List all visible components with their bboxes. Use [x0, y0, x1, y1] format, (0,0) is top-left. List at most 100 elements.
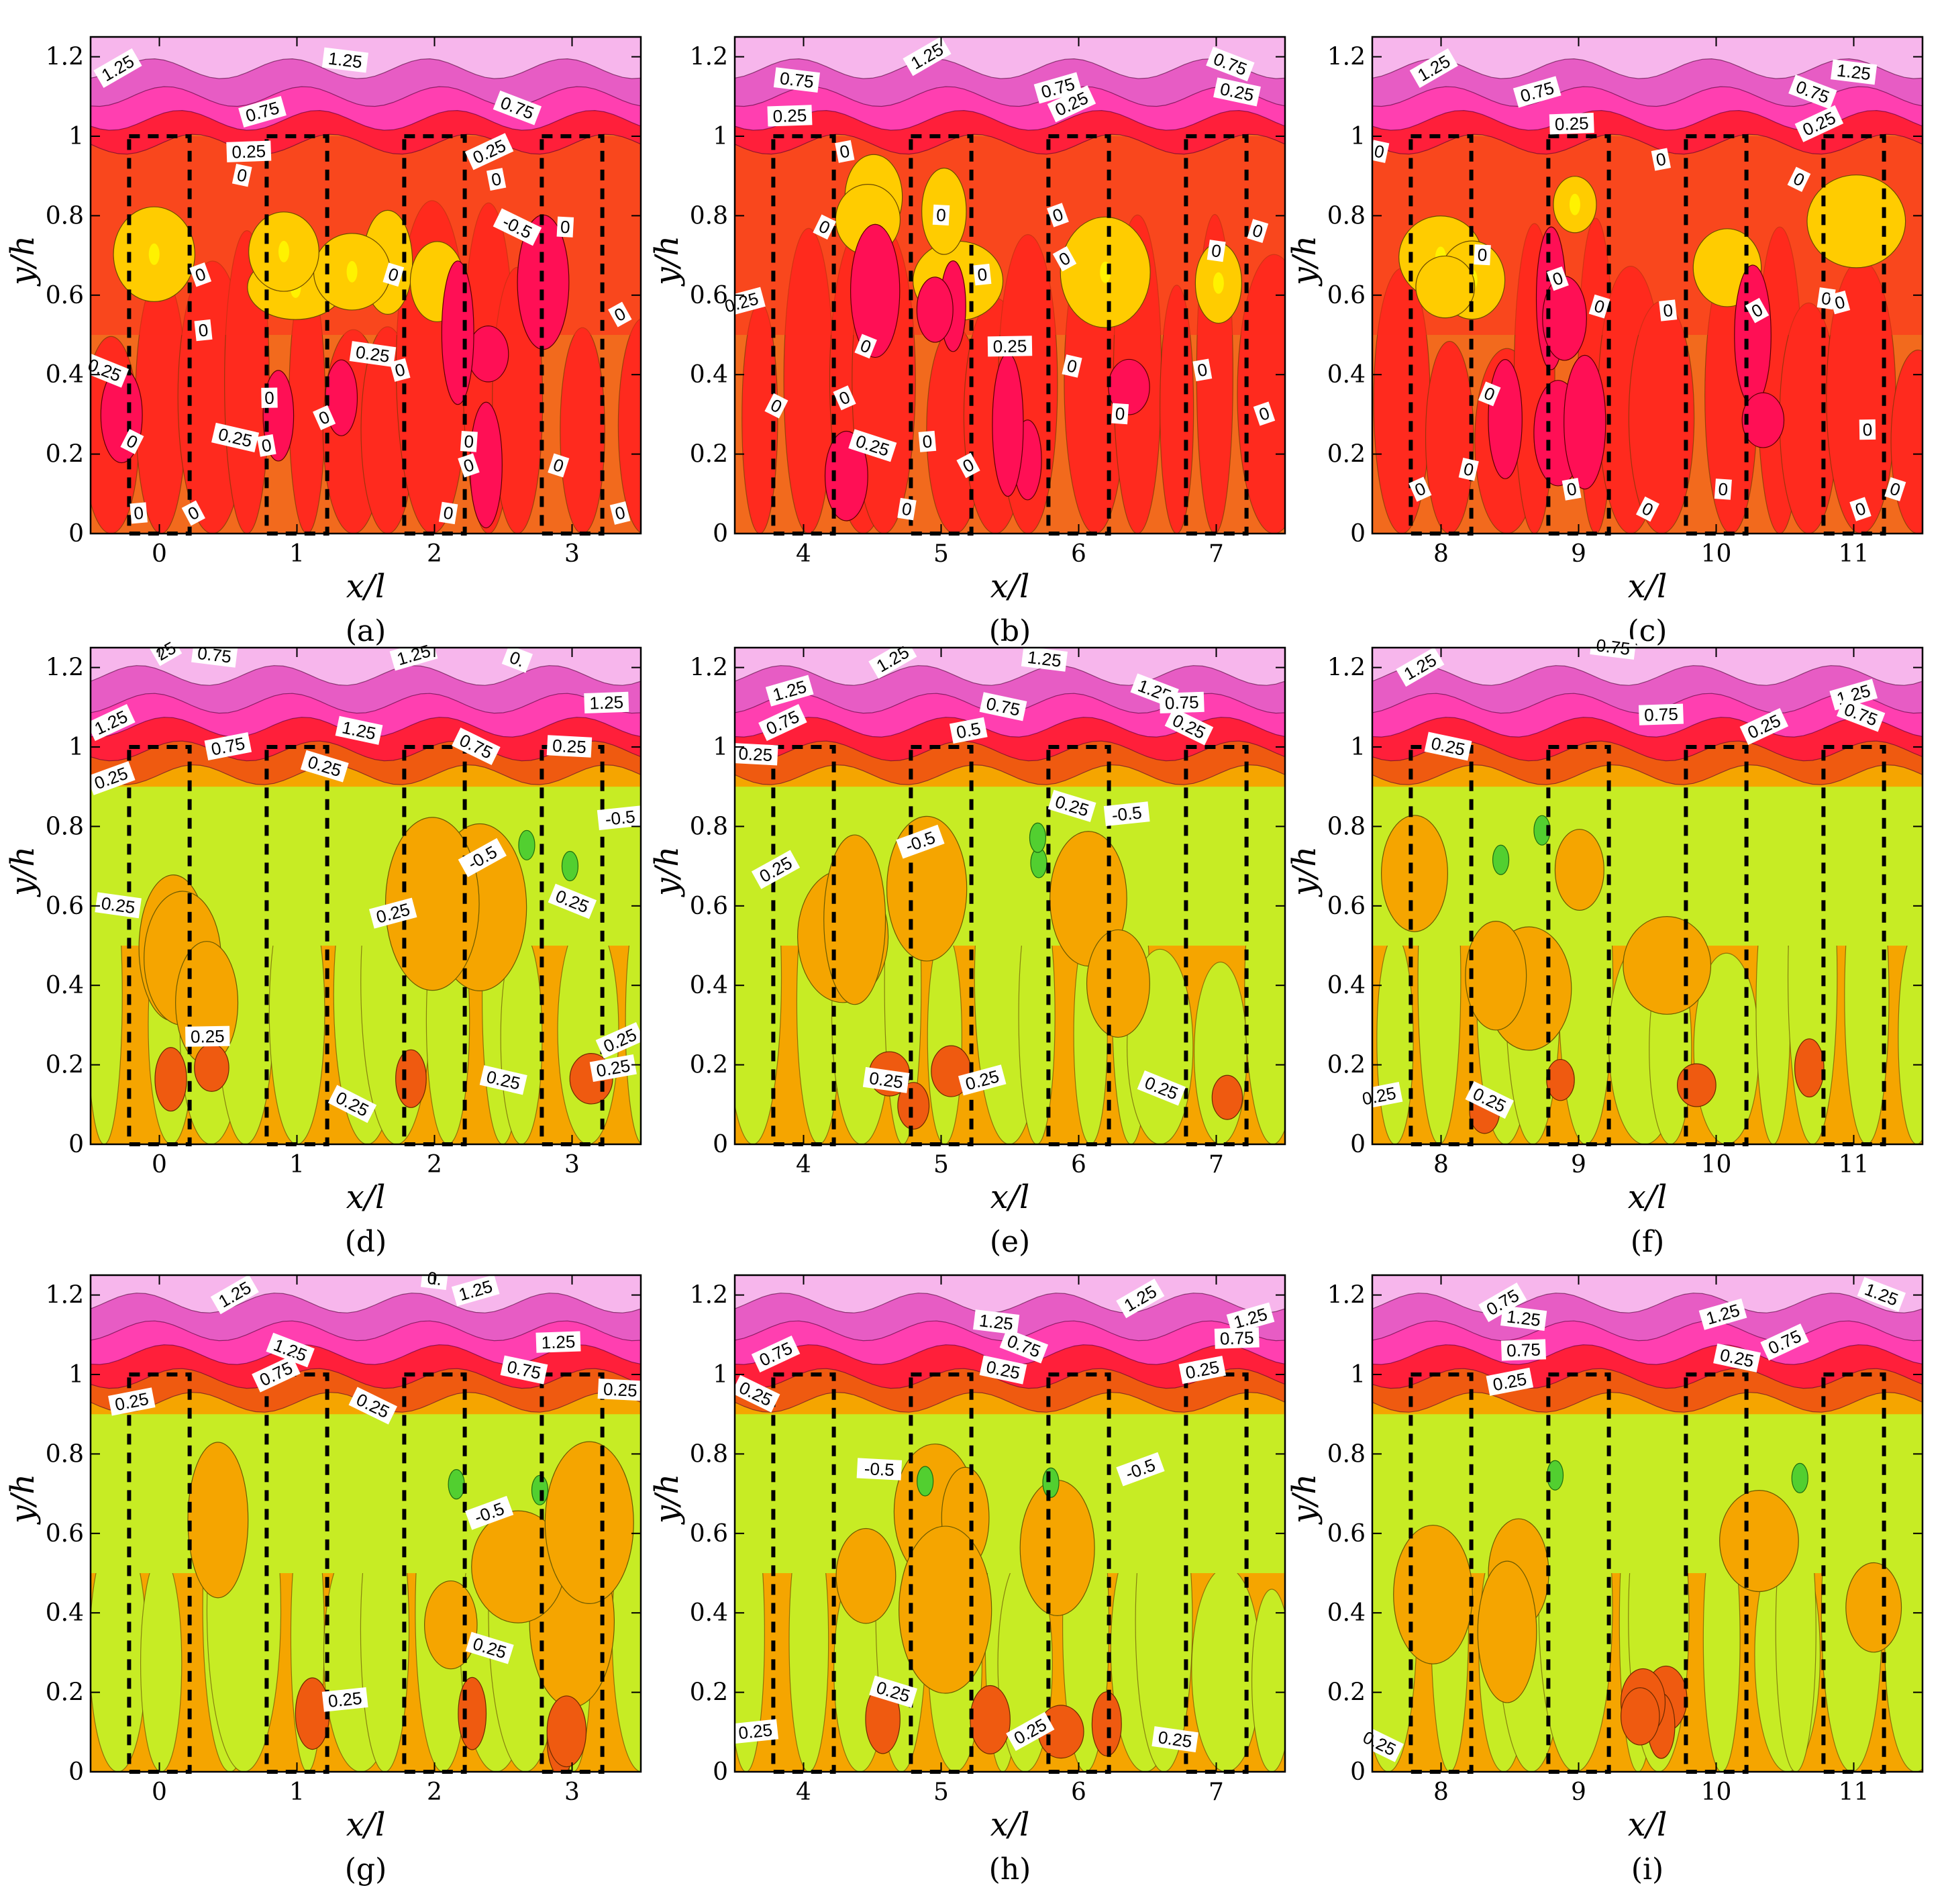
- contour-label-bg: [1247, 219, 1269, 243]
- cube-outline: [909, 134, 974, 536]
- x-tick-label: 7: [1209, 540, 1224, 568]
- panel-caption: (a): [346, 614, 387, 648]
- contour-lowspot: [561, 850, 579, 882]
- contour-label-bg: [1424, 732, 1472, 761]
- contour-label-bg: [368, 897, 417, 929]
- contour-peak: [1213, 272, 1224, 294]
- contour-label-bg: [465, 1632, 514, 1664]
- contour-label-bg: [1513, 76, 1561, 108]
- y-tick-label: 0.2: [1327, 1679, 1366, 1707]
- contour-label-bg: [1478, 1283, 1527, 1323]
- contour-label-bg: [458, 838, 507, 878]
- contour-label: 0: [1062, 354, 1082, 378]
- contour-label: 0: [1561, 478, 1582, 501]
- contour-streak: [557, 915, 619, 1144]
- y-tick-label: 0.2: [1327, 441, 1366, 468]
- cube-outline: [1684, 134, 1749, 536]
- contour-label-bg: [1047, 203, 1069, 228]
- contour-label-bg: [1226, 1302, 1275, 1334]
- contour-label-text: 0: [1565, 479, 1578, 500]
- y-tick-label: 0.6: [46, 1520, 84, 1548]
- contour-label: -0.5: [1103, 801, 1150, 826]
- contour-label: 1.25: [321, 47, 369, 73]
- contour-label-bg: [261, 387, 278, 408]
- contour-label-text: 0: [901, 499, 913, 520]
- contour-label-bg: [1396, 647, 1445, 687]
- y-axis-label: y/h: [4, 236, 42, 287]
- contour-band: [1372, 1414, 1923, 1573]
- x-tick-label: 8: [1433, 540, 1449, 568]
- contour-label: 0: [1849, 497, 1872, 521]
- y-tick-label: 0: [1350, 1131, 1366, 1158]
- contour-label-bg: [120, 429, 144, 454]
- plot-frame: [1371, 646, 1924, 1146]
- contour-label-bg: [87, 761, 136, 795]
- contour-label: 0: [261, 387, 278, 408]
- contour-label: 1.25: [535, 1331, 581, 1353]
- contour-label-bg: [869, 1675, 918, 1708]
- contour-label: 0: [1816, 287, 1836, 310]
- contour-label-text: 0: [1862, 419, 1872, 440]
- x-tick-label: 4: [796, 1151, 811, 1179]
- contour-label-bg: [211, 422, 260, 452]
- contour-label: 0.25: [226, 140, 272, 162]
- contour-lowspot: [1042, 1467, 1060, 1498]
- y-tick-label: 0: [713, 520, 728, 548]
- contour-label-bg: [1369, 140, 1390, 163]
- contour-label-bg: [1500, 1305, 1547, 1332]
- panel-h: 1.251.25 1.250.75 0.750.75 0.25 0.250.25-0.5…: [648, 1274, 1286, 1887]
- cube-outline: [540, 745, 605, 1146]
- contour-label-bg: [1164, 707, 1214, 746]
- contour-streak: [927, 930, 962, 1144]
- contour-label: 0.25: [321, 1687, 368, 1712]
- x-tick-label: 6: [1071, 1151, 1086, 1179]
- contour-label-bg: [93, 48, 142, 89]
- contour-label: 0: [932, 204, 950, 226]
- contour-label-bg: [1116, 1279, 1165, 1319]
- x-axis-label: x/l: [990, 568, 1030, 605]
- x-axis-label: x/l: [990, 1179, 1030, 1216]
- contour-label-bg: [589, 1054, 637, 1083]
- contour-label: -0.5: [856, 1458, 903, 1481]
- contour-label-bg: [856, 1458, 903, 1481]
- contour-streak: [1191, 1567, 1262, 1772]
- contour-label: 0: [458, 453, 480, 478]
- x-tick-label: 5: [933, 540, 949, 568]
- contour-label-bg: [438, 501, 458, 525]
- x-tick-label: 0: [152, 540, 167, 568]
- contour-label: 0: [389, 358, 411, 382]
- x-tick-label: 9: [1571, 1151, 1586, 1179]
- y-tick-label: 1: [68, 123, 84, 150]
- cube-outline: [127, 1372, 192, 1774]
- panel-caption: (f): [1631, 1225, 1665, 1259]
- contour-label-text: 1.25: [1026, 647, 1062, 671]
- contour-label-text: -0.5: [864, 1458, 894, 1480]
- contour-label-bg: [181, 500, 205, 526]
- y-tick-label: 0.8: [1327, 1440, 1366, 1468]
- contour-label-bg: [313, 405, 336, 430]
- contour-label-bg: [932, 204, 950, 226]
- cube-outline: [264, 1372, 329, 1774]
- x-tick-label: 10: [1701, 540, 1732, 568]
- contour-label-bg: [897, 497, 917, 521]
- plot-frame: [733, 646, 1286, 1146]
- x-tick-label: 11: [1839, 1778, 1870, 1806]
- x-tick-label: 1: [289, 540, 305, 568]
- y-tick-label: 0.4: [1327, 1599, 1366, 1627]
- contour-label-text: 0.25: [737, 1719, 773, 1743]
- contour-label-bg: [597, 1378, 644, 1401]
- contour-label-text: 0: [613, 502, 627, 524]
- y-tick-label: 0.6: [690, 893, 728, 920]
- contour-label-bg: [1021, 646, 1068, 672]
- contour-label-bg: [862, 1066, 910, 1093]
- contour-label: 1.25: [765, 674, 814, 707]
- contour-label-bg: [973, 1309, 1020, 1335]
- contour-hotspot: [1676, 1063, 1717, 1107]
- contour-label-text: 0.75: [1164, 692, 1199, 713]
- y-axis-label: y/h: [4, 846, 42, 897]
- contour-label-bg: [1355, 1724, 1404, 1762]
- y-tick-label: 0: [68, 520, 84, 548]
- contour-hotspot: [1734, 264, 1772, 406]
- y-tick-label: 0.4: [1327, 361, 1366, 389]
- contour-streak: [617, 318, 641, 534]
